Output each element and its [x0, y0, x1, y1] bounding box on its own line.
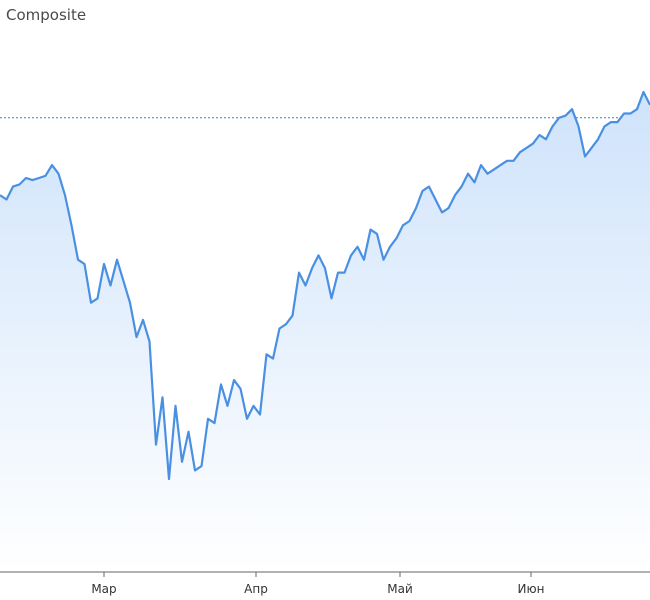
series-area: [0, 92, 650, 572]
series-line: [0, 90, 650, 481]
chart-title: Composite: [6, 6, 87, 24]
x-tick-label: Июн: [518, 582, 545, 596]
x-tick-label: Май: [387, 582, 413, 596]
x-tick-label: Апр: [244, 582, 268, 596]
x-tick-label: Мар: [91, 582, 116, 596]
